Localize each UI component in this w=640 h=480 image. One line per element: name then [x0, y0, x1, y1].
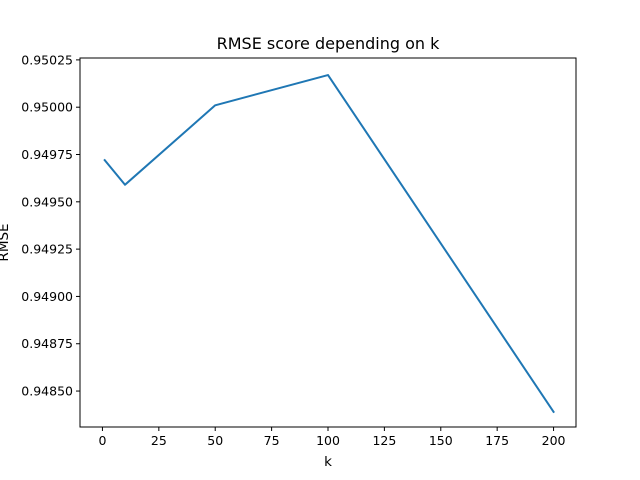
y-axis-label: RMSE	[0, 223, 12, 261]
y-tick-label: 0.95000	[21, 100, 73, 115]
x-tick-label: 100	[316, 433, 340, 448]
x-axis-label: k	[324, 454, 332, 470]
y-tick-label: 0.95025	[21, 52, 73, 67]
x-tick-label: 150	[429, 433, 453, 448]
x-tick-label: 125	[372, 433, 396, 448]
x-tick-label: 175	[485, 433, 509, 448]
series-line-0	[103, 74, 555, 414]
series-lines	[103, 74, 555, 414]
y-tick-label: 0.94950	[21, 194, 73, 209]
x-tick-label: 0	[98, 433, 106, 448]
y-axis-ticks: 0.94850 0.94875 0.94900 0.94925 0.94950 0.949…	[21, 52, 80, 399]
y-tick-label: 0.94925	[21, 242, 73, 257]
x-tick-label: 200	[542, 433, 566, 448]
x-tick-label: 50	[207, 433, 223, 448]
plot-area-frame	[79, 57, 577, 428]
x-tick-label: 75	[264, 433, 280, 448]
x-tick-label: 25	[151, 433, 167, 448]
y-tick-label: 0.94875	[21, 336, 73, 351]
x-axis-ticks: 0 25 50 75 100 125 150 175 200	[98, 427, 566, 448]
y-tick-label: 0.94900	[21, 289, 73, 304]
chart-title: RMSE score depending on k	[217, 34, 440, 53]
y-tick-label: 0.94850	[21, 384, 73, 399]
y-tick-label: 0.94975	[21, 147, 73, 162]
